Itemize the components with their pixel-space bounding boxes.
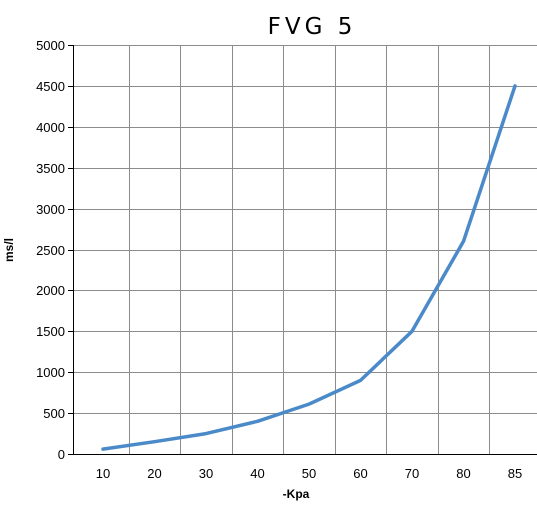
y-tick-labels: 0 500 1000 1500 2000 2500 3000 3500 4000 4500 5000 [36,38,65,462]
x-tick-label: 85 [508,466,522,481]
x-tick-label: 50 [302,466,316,481]
x-tick-label: 80 [456,466,470,481]
x-tick-label: 60 [353,466,367,481]
x-tick-label: 10 [96,466,110,481]
y-tick-label: 1500 [36,324,65,339]
y-axis-label: ms/l [2,238,16,262]
data-point [204,432,208,436]
data-point [359,378,362,382]
data-point [462,239,465,243]
series-layer [101,84,517,451]
data-point [307,402,311,406]
y-tick-label: 3000 [36,202,65,217]
data-point [153,440,156,444]
x-tick-label: 20 [147,466,161,481]
x-tick-label: 40 [250,466,264,481]
y-tick-label: 4000 [36,120,65,135]
data-point [513,84,517,88]
y-tick-label: 500 [43,406,65,421]
data-point [256,419,259,423]
x-tick-label: 70 [405,466,419,481]
chart-title: FVG 5 [268,14,357,40]
data-point [101,447,105,451]
y-tick-label: 4500 [36,79,65,94]
y-tick-label: 5000 [36,38,65,53]
axes [68,45,537,455]
x-axis-label: -Kpa [283,487,310,501]
y-tick-label: 3500 [36,161,65,176]
series-line [101,84,517,451]
grid [73,45,537,454]
y-tick-label: 1000 [36,365,65,380]
y-tick-label: 0 [58,447,65,462]
y-tick-label: 2500 [36,243,65,258]
x-tick-labels: 10 20 30 40 50 60 70 80 85 [96,466,522,481]
data-point [410,329,414,333]
x-tick-label: 30 [199,466,213,481]
y-tick-label: 2000 [36,283,65,298]
